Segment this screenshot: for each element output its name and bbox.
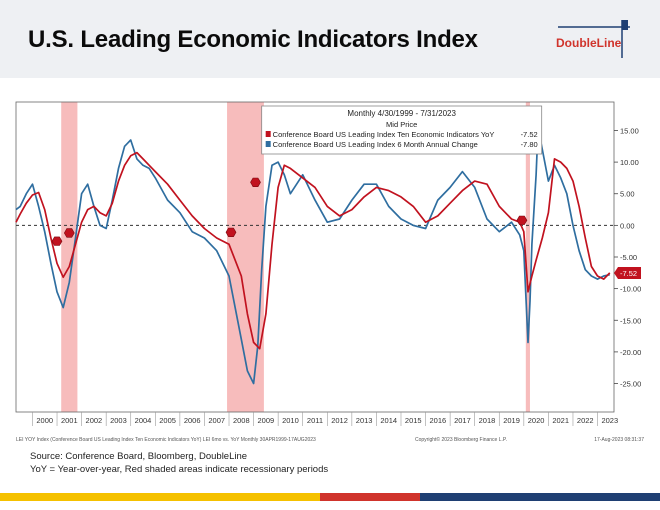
y-tick-label: -10.00 — [620, 285, 641, 294]
event-marker — [516, 215, 528, 225]
y-tick-label: 15.00 — [620, 126, 639, 135]
logo-mark-icon — [558, 20, 630, 58]
x-tick-label: 2001 — [61, 416, 78, 425]
x-tick-label: 2012 — [331, 416, 348, 425]
x-tick-label: 2004 — [135, 416, 152, 425]
legend-series-value: -7.52 — [521, 130, 538, 139]
event-marker — [63, 228, 75, 238]
y-tick-label: -20.00 — [620, 348, 641, 357]
event-marker — [51, 236, 63, 246]
x-tick-label: 2017 — [454, 416, 471, 425]
x-tick-label: 2022 — [577, 416, 594, 425]
y-tick-label: 0.00 — [620, 221, 635, 230]
footnote-left: LEI YOY Index (Conference Board US Leadi… — [16, 437, 316, 443]
x-tick-label: 2000 — [36, 416, 53, 425]
y-tick-label: -15.00 — [620, 316, 641, 325]
footnote-center: Copyright© 2023 Bloomberg Finance L.P. — [415, 436, 507, 443]
x-tick-label: 2002 — [86, 416, 103, 425]
doubleline-logo: DoubleLine — [548, 18, 632, 60]
x-tick-label: 2007 — [208, 416, 225, 425]
legend-header-field: Mid Price — [386, 120, 417, 129]
event-marker — [225, 227, 237, 237]
logo-text: DoubleLine — [556, 36, 622, 50]
x-tick-label: 2020 — [528, 416, 545, 425]
x-tick-label: 2003 — [110, 416, 127, 425]
y-tick-label: 10.00 — [620, 158, 639, 167]
x-tick-label: 2011 — [307, 416, 323, 425]
legend-box — [261, 105, 543, 155]
lei-chart: 15.00 10.00 5.00 0.00 -5.00 -10.00 -15.00 -20.0… — [15, 101, 644, 443]
legend-header-range: Monthly 4/30/1999 - 7/31/2023 — [347, 109, 456, 118]
y-tick-label: -25.00 — [620, 380, 641, 389]
x-tick-label: 2023 — [601, 416, 618, 425]
series-line — [15, 126, 610, 385]
x-tick-label: 2018 — [479, 416, 496, 425]
last-value-label: -7.52 — [620, 269, 637, 278]
legend-swatch — [265, 141, 271, 147]
recession-band — [61, 102, 78, 412]
stripe-navy — [420, 493, 660, 501]
footnote-right: 17-Aug-2023 08:31:37 — [594, 437, 644, 443]
source-note: Source: Conference Board, Bloomberg, Dou… — [30, 450, 328, 476]
stripe-yellow — [0, 493, 320, 501]
x-tick-label: 2019 — [503, 416, 520, 425]
chart-container: 15.00 10.00 5.00 0.00 -5.00 -10.00 -15.00 -20.0… — [0, 96, 660, 444]
legend-series-name: Conference Board US Leading Index 6 Mont… — [273, 140, 478, 149]
recession-band — [227, 102, 264, 412]
y-tick-label: -5.00 — [620, 253, 637, 262]
event-marker — [250, 177, 261, 187]
legend-series-name: Conference Board US Leading Index Ten Ec… — [273, 130, 495, 139]
recession-band — [525, 102, 530, 412]
x-tick-label: 2015 — [405, 416, 422, 425]
x-tick-label: 2010 — [282, 416, 299, 425]
x-tick-label: 2013 — [356, 416, 373, 425]
definition-line: YoY = Year-over-year, Red shaded areas i… — [30, 464, 329, 475]
series-line — [15, 151, 611, 350]
y-tick-label: 5.00 — [620, 190, 635, 199]
stripe-red — [320, 493, 420, 501]
x-tick-label: 2016 — [429, 416, 446, 425]
x-tick-label: 2005 — [159, 416, 176, 425]
last-value-tag — [614, 266, 641, 279]
slide-title: U.S. Leading Economic Indicators Index — [28, 26, 478, 53]
x-tick-label: 2006 — [184, 416, 201, 425]
x-tick-label: 2021 — [552, 416, 569, 425]
x-tick-label: 2009 — [258, 416, 275, 425]
slide-header: U.S. Leading Economic Indicators Index D… — [0, 0, 660, 78]
legend-series-value: -7.80 — [521, 140, 538, 149]
x-tick-label: 2014 — [380, 416, 397, 425]
x-tick-label: 2008 — [233, 416, 250, 425]
source-line: Source: Conference Board, Bloomberg, Dou… — [30, 451, 248, 462]
legend-swatch — [265, 131, 271, 137]
